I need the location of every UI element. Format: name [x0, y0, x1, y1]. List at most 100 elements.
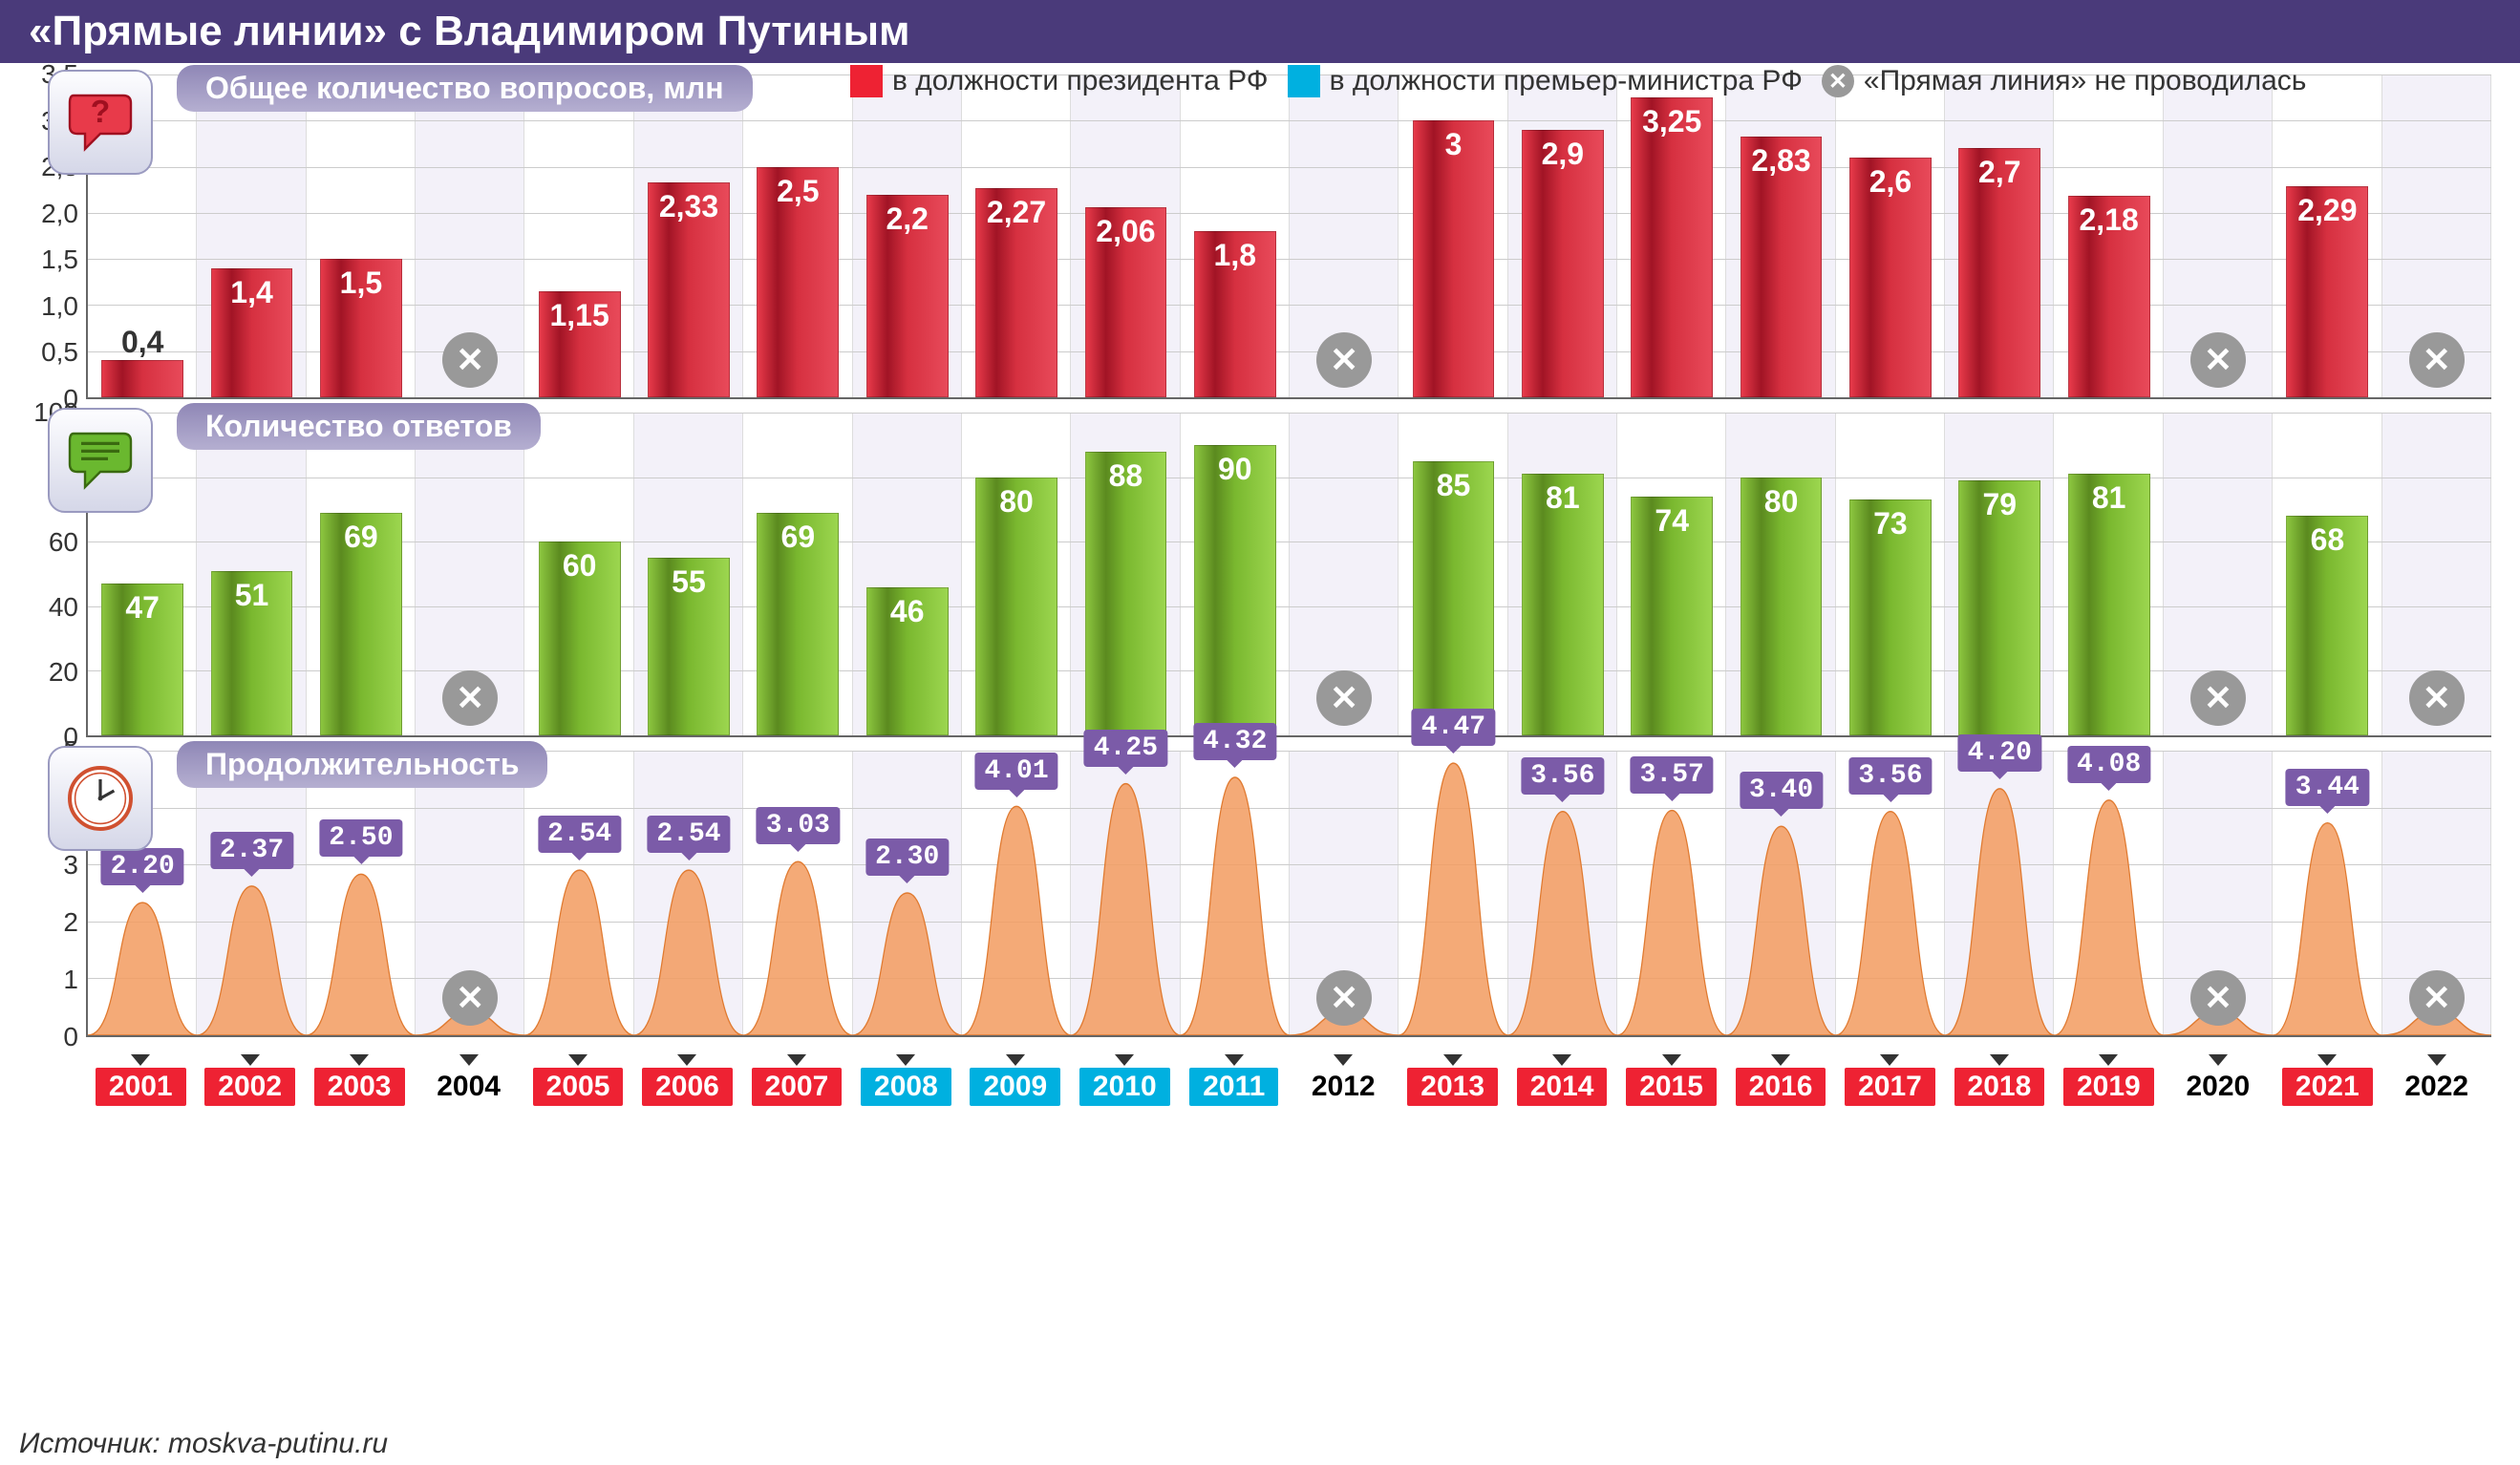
bar-value-label: 69 — [321, 520, 401, 555]
bar: 2,5 — [757, 167, 839, 397]
no-event-icon: ✕ — [2409, 670, 2465, 726]
bar-slot: 1,8 — [1181, 74, 1290, 397]
year-cell: 2006 — [632, 1054, 741, 1106]
bar-value-label: 2,9 — [1523, 137, 1603, 172]
duration-value-tag: 4.32 — [1193, 723, 1276, 760]
panel-answers-title: Количество ответов — [177, 403, 541, 450]
chart-duration: 2.202.372.50✕2.542.543.032.304.014.254.3… — [86, 751, 2491, 1037]
axis-marker — [2317, 1054, 2337, 1066]
year-label: 2020 — [2172, 1068, 2263, 1106]
chart-answers: 475169✕60556946808890✕85817480737981✕68✕ — [86, 413, 2491, 737]
year-cell: 2012 — [1289, 1054, 1398, 1106]
panel-duration: Продолжительность 012345 2.202.372.50✕2.… — [29, 751, 2491, 1037]
year-label: 2017 — [1845, 1068, 1935, 1106]
bar-slot: 2,7 — [1945, 74, 2054, 397]
year-cell: 2018 — [1945, 1054, 2054, 1106]
axis-marker — [1443, 1054, 1463, 1066]
bar: 1,8 — [1194, 231, 1276, 397]
bar: 47 — [101, 584, 183, 735]
bar-value-label: 68 — [2287, 522, 2367, 558]
source-label: Источник: moskva-putinu.ru — [0, 1423, 2520, 1465]
year-label: 2012 — [1298, 1068, 1389, 1106]
legend-president: в должности президента РФ — [850, 65, 1269, 97]
bar-value-label: 51 — [212, 578, 292, 613]
bar-slot: 88 — [1071, 413, 1180, 735]
bar-value-label: 1,15 — [540, 298, 620, 333]
duration-value-tag: 2.20 — [101, 848, 184, 885]
bar: 55 — [648, 558, 730, 735]
year-cell: 2016 — [1726, 1054, 1835, 1106]
bar-value-label: 2,29 — [2287, 193, 2367, 228]
no-event-icon: ✕ — [1316, 670, 1372, 726]
year-label: 2009 — [970, 1068, 1060, 1106]
bar-slot: 2,2 — [853, 74, 962, 397]
y-tick: 1,5 — [41, 244, 78, 275]
bar: 1,15 — [539, 291, 621, 397]
bar-value-label: 0,4 — [102, 325, 182, 360]
bar-value-label: 2,7 — [1959, 155, 2039, 190]
duration-slot: 4.08 — [2054, 751, 2163, 1035]
bar-slot: 68 — [2273, 413, 2381, 735]
year-axis: 2001200220032004200520062007200820092010… — [86, 1054, 2491, 1106]
duration-slot: 3.03 — [743, 751, 852, 1035]
duration-value-tag: 2.50 — [319, 819, 402, 857]
year-cell: 2007 — [742, 1054, 851, 1106]
bar-value-label: 79 — [1959, 487, 2039, 522]
bar-value-label: 81 — [2069, 480, 2149, 516]
duration-slot: 4.25 — [1071, 751, 1180, 1035]
y-tick: 2 — [63, 907, 78, 938]
axis-marker — [568, 1054, 587, 1066]
bar-slot: ✕ — [1290, 74, 1399, 397]
duration-slot: 2.54 — [524, 751, 633, 1035]
bar-value-label: 69 — [758, 520, 838, 555]
year-cell: 2002 — [195, 1054, 304, 1106]
axis-marker — [1880, 1054, 1899, 1066]
axis-marker — [1552, 1054, 1571, 1066]
axis-marker — [1662, 1054, 1681, 1066]
y-tick: 0 — [63, 1022, 78, 1052]
bar: 81 — [1522, 474, 1604, 735]
no-event-icon: ✕ — [2190, 332, 2246, 388]
y-tick: 40 — [49, 592, 78, 623]
axis-marker — [350, 1054, 369, 1066]
bar: 2,83 — [1741, 137, 1823, 397]
panel-duration-title: Продолжительность — [177, 741, 547, 788]
bar-slot: 80 — [962, 413, 1071, 735]
bar-slot: 1,5 — [307, 74, 416, 397]
year-label: 2007 — [752, 1068, 843, 1106]
bar-value-label: 3,25 — [1632, 104, 1712, 139]
year-label: 2001 — [96, 1068, 186, 1106]
year-cell: 2011 — [1180, 1054, 1289, 1106]
page-title: «Прямые линии» с Владимиром Путиным — [0, 0, 2520, 63]
bar-slot: 81 — [1508, 413, 1617, 735]
year-label: 2015 — [1626, 1068, 1717, 1106]
duration-value-tag: 3.57 — [1631, 756, 1714, 794]
bar-slot: 81 — [2054, 413, 2163, 735]
duration-value-tag: 4.08 — [2067, 746, 2150, 783]
duration-value-tag: 4.25 — [1084, 730, 1167, 767]
bar-slot: 1,15 — [524, 74, 633, 397]
duration-slot: 2.50 — [307, 751, 416, 1035]
bar-value-label: 74 — [1632, 503, 1712, 539]
axis-marker — [1771, 1054, 1790, 1066]
bar-slot: 2,83 — [1726, 74, 1835, 397]
bar-slot: ✕ — [416, 413, 524, 735]
year-cell: 2021 — [2273, 1054, 2381, 1106]
legend-swatch-president — [850, 65, 883, 97]
bar-value-label: 80 — [976, 484, 1057, 520]
bar: 3 — [1413, 120, 1495, 397]
bar: 2,18 — [2068, 196, 2150, 397]
y-tick: 1,0 — [41, 291, 78, 322]
axis-marker — [2209, 1054, 2228, 1066]
bar: 80 — [975, 478, 1057, 735]
bar-slot: 69 — [743, 413, 852, 735]
year-cell: 2014 — [1507, 1054, 1616, 1106]
year-label: 2011 — [1189, 1068, 1278, 1106]
duration-slot: ✕ — [1290, 751, 1399, 1035]
axis-marker — [131, 1054, 150, 1066]
duration-slot: 3.56 — [1836, 751, 1945, 1035]
bar: 80 — [1741, 478, 1823, 735]
duration-value-tag: 3.44 — [2286, 769, 2369, 806]
duration-slot: 4.47 — [1399, 751, 1507, 1035]
bar: 69 — [757, 513, 839, 735]
